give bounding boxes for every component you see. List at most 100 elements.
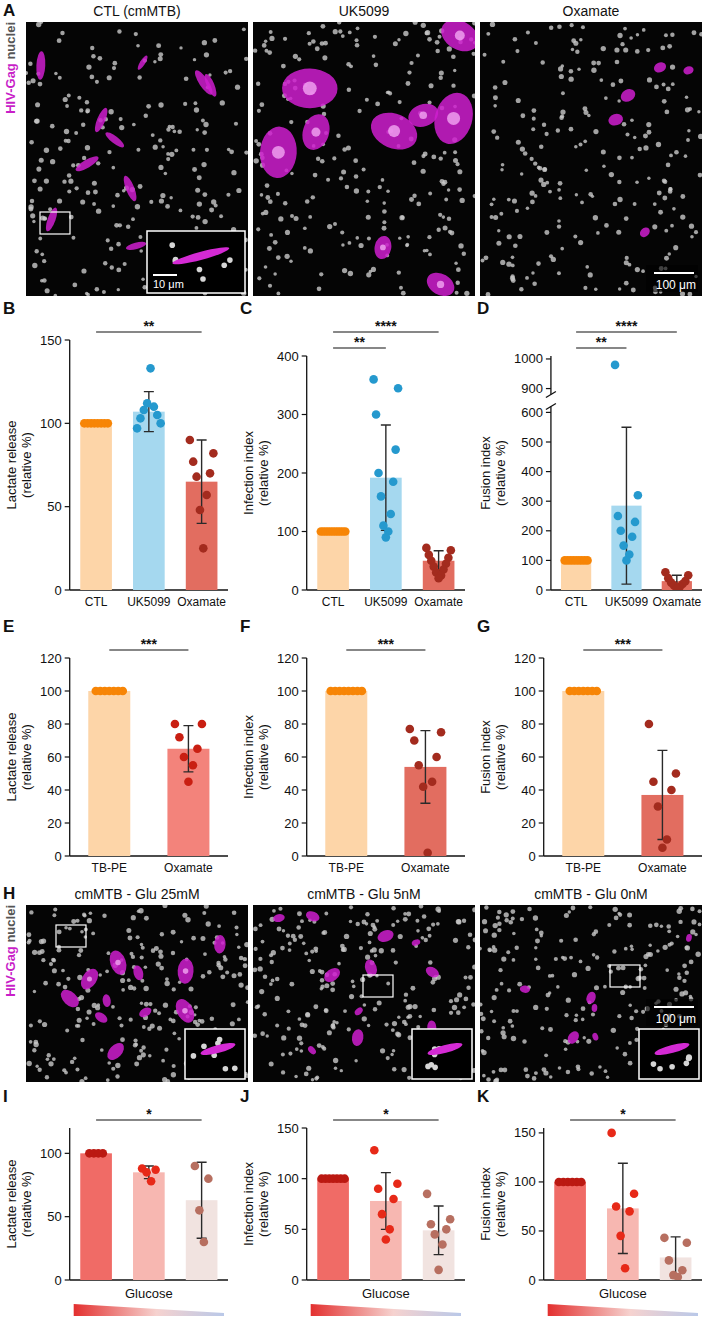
nucleus — [306, 1066, 311, 1071]
nucleus — [171, 951, 175, 955]
nucleus — [443, 225, 448, 230]
nucleus — [654, 84, 659, 89]
nucleus — [131, 217, 135, 221]
nucleus — [57, 929, 62, 934]
nucleus — [436, 922, 440, 926]
x-tick-label: CTL — [85, 595, 108, 609]
nucleus — [40, 949, 45, 954]
nucleus — [504, 918, 508, 922]
significance-label: * — [146, 1106, 152, 1122]
nucleus — [568, 910, 571, 913]
nucleus — [41, 958, 45, 962]
nucleus — [519, 287, 523, 291]
y-tick — [546, 441, 551, 442]
x-tick-label: TB-PE — [329, 861, 364, 875]
nucleus — [307, 31, 311, 35]
y-axis-title-line: Infection index — [241, 1162, 256, 1246]
gag-signal-core — [455, 31, 465, 41]
nucleus — [462, 919, 466, 923]
data-point — [654, 802, 663, 811]
gag-signal — [619, 87, 638, 105]
nucleus — [366, 190, 370, 194]
nucleus — [690, 235, 694, 239]
nucleus — [513, 243, 518, 248]
nucleus — [641, 269, 645, 273]
nucleus — [220, 974, 225, 979]
nucleus — [635, 49, 640, 54]
nucleus — [406, 81, 411, 86]
nucleus — [164, 172, 168, 176]
nucleus — [393, 41, 398, 46]
nucleus — [406, 235, 410, 239]
nucleus — [603, 985, 607, 989]
nucleus — [621, 965, 626, 970]
nucleus — [542, 167, 547, 172]
nucleus — [202, 911, 206, 915]
y-axis-title-line: (relative %) — [493, 724, 508, 790]
nucleus — [501, 60, 505, 64]
nucleus — [386, 982, 390, 986]
nucleus — [296, 925, 301, 930]
y-tick-label: 100 — [40, 416, 62, 431]
y-tick-label: 0 — [54, 583, 61, 598]
nucleus — [180, 940, 183, 943]
nucleus — [437, 228, 441, 232]
nucleus — [79, 108, 83, 112]
nucleus — [544, 230, 549, 235]
nucleus — [624, 947, 628, 951]
nucleus — [162, 905, 167, 908]
inset-nucleus — [657, 1066, 663, 1072]
y-axis-title: Infection index(relative %) — [241, 715, 271, 799]
y-tick — [302, 756, 307, 757]
nucleus — [612, 949, 616, 953]
nucleus — [543, 167, 547, 171]
nucleus — [322, 1047, 326, 1051]
nucleus — [29, 1024, 33, 1028]
data-point — [377, 492, 386, 501]
nucleus — [457, 187, 462, 192]
nucleus — [670, 64, 675, 69]
error-bar — [657, 750, 667, 839]
nucleus — [151, 133, 155, 137]
nucleus — [269, 982, 273, 986]
nucleus — [197, 175, 202, 180]
inset-nucleus — [232, 1066, 238, 1072]
nucleus — [556, 985, 560, 989]
nucleus — [588, 905, 592, 909]
nucleus — [224, 71, 228, 75]
nucleus — [377, 1001, 382, 1006]
nucleus — [87, 918, 92, 923]
nucleus — [177, 1037, 181, 1041]
nucleus — [576, 1067, 580, 1071]
nucleus — [440, 179, 445, 184]
nucleus — [131, 915, 136, 920]
nucleus — [399, 286, 403, 290]
y-tick-label: 100 — [521, 553, 543, 568]
nucleus — [374, 63, 379, 68]
gag-signal — [424, 965, 441, 980]
nucleus — [415, 919, 419, 923]
y-axis-title-line: Lactate release — [4, 421, 19, 510]
data-point — [329, 527, 338, 536]
nucleus — [173, 130, 177, 134]
nucleus — [65, 104, 69, 108]
nucleus — [558, 181, 563, 186]
nucleus — [26, 81, 31, 86]
y-axis-title-line: Fusion index — [478, 1167, 493, 1241]
y-tick-label: 0 — [528, 1273, 535, 1288]
nucleus — [273, 240, 278, 245]
nucleus — [616, 966, 621, 971]
nucleus — [386, 1056, 390, 1060]
nucleus — [38, 1019, 42, 1023]
nucleus — [585, 966, 590, 971]
gag-signal — [607, 112, 625, 127]
data-point — [374, 469, 383, 478]
significance-label: **** — [375, 318, 397, 334]
y-axis-title-line: Infection index — [241, 715, 256, 799]
nucleus — [35, 102, 40, 107]
nucleus — [165, 1079, 170, 1082]
nucleus — [630, 156, 634, 160]
gag-signal — [411, 938, 421, 947]
nucleus — [530, 157, 534, 161]
nucleus — [515, 49, 519, 53]
